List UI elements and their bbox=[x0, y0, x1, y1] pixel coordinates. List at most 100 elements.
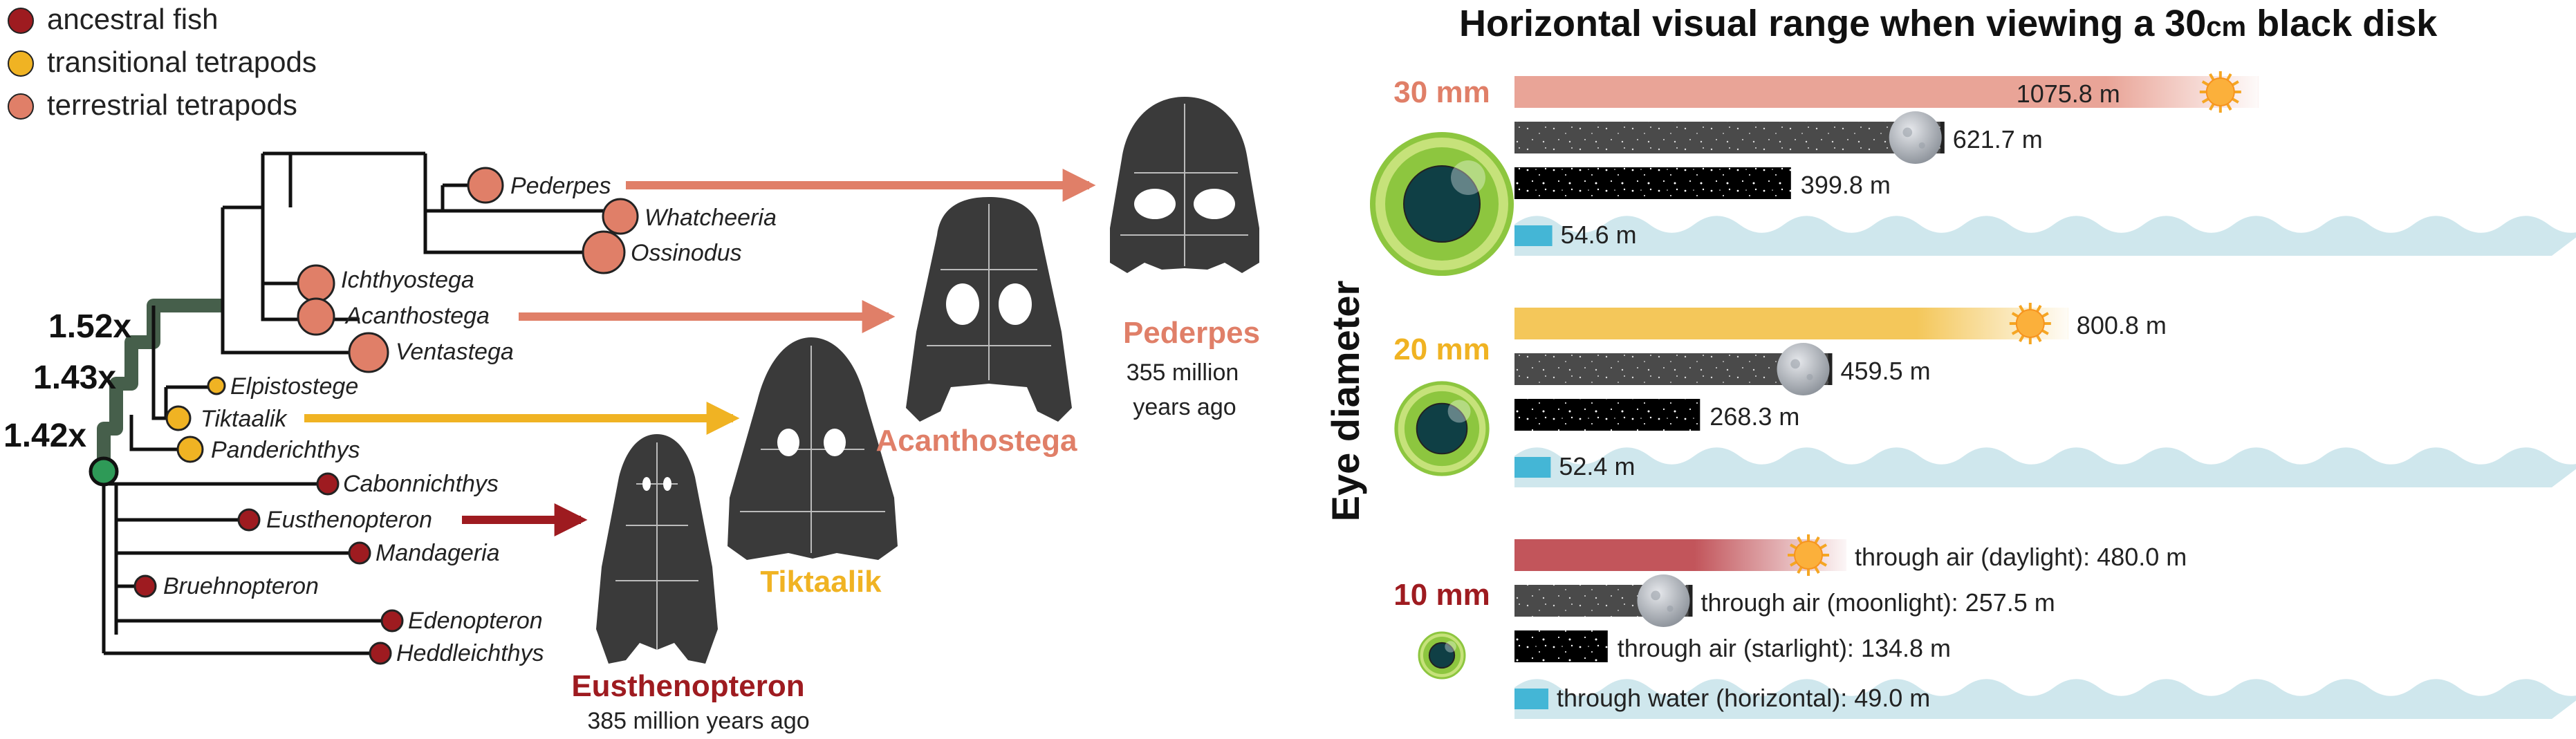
eye-size-label: 20 mm bbox=[1393, 333, 1490, 366]
sun-disc bbox=[2205, 77, 2235, 106]
moon-icon bbox=[1889, 111, 1942, 164]
tree-branch bbox=[221, 306, 367, 355]
bar-fill bbox=[1514, 689, 1548, 709]
eye-socket bbox=[1134, 189, 1176, 219]
legend: ancestral fish transitional tetrapods te… bbox=[8, 3, 317, 121]
moon-disc bbox=[1637, 574, 1690, 627]
bar-end bbox=[1828, 353, 1833, 385]
skull-tiktaalik: Tiktaalik bbox=[728, 337, 898, 599]
multiplier-label: 1.43x bbox=[33, 359, 116, 396]
taxon-dot-icon bbox=[297, 264, 335, 303]
bar-starlight: 268.3 m bbox=[1514, 399, 1799, 431]
taxon-dot-icon bbox=[297, 297, 335, 336]
taxon-label: Cabonnichthys bbox=[343, 471, 499, 497]
taxon-ventastega: Ventastega bbox=[348, 332, 514, 373]
eye-group: 30 mm 1075.8 m 621.7 m 399.8 m 54.6 m bbox=[1370, 71, 2576, 276]
eye-highlight bbox=[1447, 400, 1471, 423]
visual-range-panel: Horizontal visual range when viewing a 3… bbox=[1324, 3, 2576, 719]
taxon-label: Acanthostega bbox=[344, 303, 490, 329]
bar-starlight: through air (starlight): 134.8 m bbox=[1514, 630, 1951, 662]
taxon-elpistostege: Elpistostege bbox=[207, 373, 358, 400]
eye-highlight bbox=[1451, 160, 1485, 195]
taxon-label: Mandageria bbox=[376, 540, 500, 566]
skull-caption: 355 million bbox=[1127, 359, 1239, 386]
bar-value-label: 399.8 m bbox=[1801, 171, 1891, 199]
skull-acanthostega: Acanthostega bbox=[876, 197, 1077, 458]
panel-title: Horizontal visual range when viewing a 3… bbox=[1459, 3, 2438, 44]
eye-size-label: 30 mm bbox=[1393, 75, 1490, 109]
taxon-label: Whatcheeria bbox=[645, 205, 777, 231]
eye-pupil bbox=[1428, 642, 1456, 669]
bar-value-label: through air (starlight): 134.8 m bbox=[1618, 634, 1951, 662]
sun-icon bbox=[2009, 303, 2051, 344]
sun-icon bbox=[2199, 71, 2241, 113]
taxon-mandageria: Mandageria bbox=[348, 540, 500, 566]
multiplier-label: 1.52x bbox=[48, 308, 131, 345]
tree-branch bbox=[261, 207, 303, 321]
legend-item-terrestrial: terrestrial tetrapods bbox=[8, 88, 297, 121]
bar-water: 54.6 m bbox=[1514, 216, 2576, 256]
multiplier-label: 1.42x bbox=[3, 418, 86, 454]
bar-value-label: 54.6 m bbox=[1561, 221, 1637, 249]
bar-value-label: 459.5 m bbox=[1841, 357, 1931, 385]
taxon-dot-icon bbox=[176, 436, 204, 463]
moon-crater bbox=[1667, 605, 1674, 612]
water-wave bbox=[1514, 447, 2576, 487]
bar-moonlight: 459.5 m bbox=[1514, 343, 1931, 395]
taxon-label: Edenopteron bbox=[408, 608, 543, 634]
taxon-label: Bruehnopteron bbox=[163, 573, 319, 599]
eye-socket bbox=[1194, 189, 1235, 219]
terrestrial-dot-icon bbox=[8, 93, 34, 120]
moon-disc bbox=[1777, 343, 1830, 395]
bar-value-label: 621.7 m bbox=[1953, 125, 2043, 153]
skulls: Eusthenopteron 385 million years ago Tik… bbox=[571, 97, 1260, 734]
legend-label: ancestral fish bbox=[47, 3, 218, 35]
taxon-heddleichthys: Heddleichthys bbox=[369, 640, 544, 666]
moon-crater bbox=[1651, 590, 1660, 601]
tree-branch bbox=[151, 359, 166, 420]
sun-disc bbox=[1794, 541, 1823, 570]
taxon-label: Eusthenopteron bbox=[266, 507, 432, 533]
skull-sutures bbox=[740, 346, 885, 553]
taxon-ossinodus: Ossinodus bbox=[582, 230, 742, 274]
tree-branch bbox=[423, 153, 443, 213]
legend-item-transitional: transitional tetrapods bbox=[8, 46, 317, 78]
taxon-label: Ossinodus bbox=[631, 240, 742, 266]
skull-caption: 385 million years ago bbox=[587, 708, 809, 734]
skull-caption: years ago bbox=[1133, 394, 1236, 420]
bar-daylight: through air (daylight): 480.0 m bbox=[1514, 534, 2187, 576]
root-node-icon bbox=[89, 456, 119, 487]
bar-fill bbox=[1514, 399, 1701, 431]
axis-label: Eye diameter bbox=[1324, 281, 1367, 522]
taxon-dot-icon bbox=[582, 230, 626, 274]
skull-name: Eusthenopteron bbox=[571, 669, 804, 703]
bar-fill bbox=[1514, 457, 1551, 478]
taxon-dot-icon bbox=[467, 167, 504, 204]
taxon-edenopteron: Edenopteron bbox=[380, 608, 543, 634]
eye-icon bbox=[1418, 631, 1466, 680]
bar-water: 52.4 m bbox=[1514, 447, 2576, 487]
taxon-acanthostega: Acanthostega bbox=[297, 297, 490, 336]
tree-branch bbox=[129, 415, 178, 451]
taxon-label: Ventastega bbox=[396, 339, 514, 365]
bar-moonlight: 621.7 m bbox=[1514, 111, 2043, 164]
taxon-label: Ichthyostega bbox=[341, 267, 474, 293]
eye-socket bbox=[999, 283, 1032, 325]
bar-value-label: 1075.8 m bbox=[2017, 79, 2120, 108]
eye-socket bbox=[642, 477, 651, 491]
bar-daylight: 800.8 m bbox=[1514, 303, 2167, 344]
eye-group: 20 mm 800.8 m 459.5 m 268.3 m 52.4 m bbox=[1393, 303, 2576, 487]
moon-crater bbox=[1902, 127, 1913, 138]
tree-branch bbox=[423, 211, 584, 254]
taxon-panderichthys: Panderichthys bbox=[176, 436, 360, 463]
bar-fill bbox=[1514, 225, 1553, 246]
bar-fill bbox=[1514, 122, 1945, 153]
skull-sutures bbox=[1120, 104, 1248, 266]
sun-icon bbox=[1788, 534, 1829, 576]
eye-pupil bbox=[1403, 165, 1481, 243]
taxon-pederpes: Pederpes bbox=[467, 167, 611, 204]
bar-water: through water (horizontal): 49.0 m bbox=[1514, 679, 2576, 719]
water-wave bbox=[1514, 216, 2576, 256]
taxon-eusthenopteron: Eusthenopteron bbox=[237, 507, 432, 533]
taxon-ichthyostega: Ichthyostega bbox=[297, 264, 474, 303]
